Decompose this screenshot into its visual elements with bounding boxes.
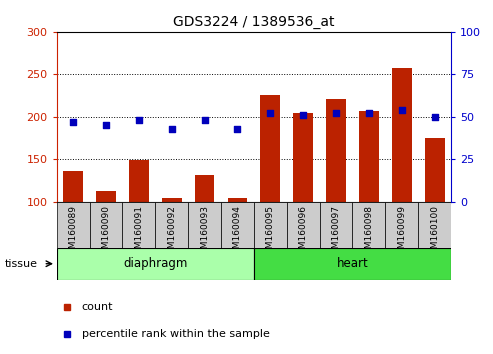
Text: GSM160089: GSM160089 <box>69 205 77 261</box>
Title: GDS3224 / 1389536_at: GDS3224 / 1389536_at <box>173 16 335 29</box>
Point <box>201 118 209 123</box>
Point <box>332 110 340 116</box>
Bar <box>287 202 319 248</box>
Text: GSM160093: GSM160093 <box>200 205 209 261</box>
Text: percentile rank within the sample: percentile rank within the sample <box>82 329 270 339</box>
Text: heart: heart <box>337 257 368 270</box>
Text: GSM160092: GSM160092 <box>167 205 176 260</box>
Bar <box>63 171 83 202</box>
Point <box>168 126 176 132</box>
Bar <box>129 160 149 202</box>
Bar <box>293 113 313 202</box>
Bar <box>188 202 221 248</box>
Bar <box>260 95 280 202</box>
Text: GSM160098: GSM160098 <box>364 205 373 261</box>
Text: GSM160091: GSM160091 <box>135 205 143 261</box>
Bar <box>228 198 247 202</box>
Point <box>234 126 242 132</box>
Text: GSM160095: GSM160095 <box>266 205 275 261</box>
Point <box>266 110 274 116</box>
Bar <box>122 202 155 248</box>
Text: GSM160097: GSM160097 <box>332 205 341 261</box>
Bar <box>155 202 188 248</box>
Bar <box>96 191 116 202</box>
Point <box>299 112 307 118</box>
Bar <box>326 99 346 202</box>
Point <box>135 118 143 123</box>
Text: tissue: tissue <box>5 259 38 269</box>
Bar <box>162 198 181 202</box>
Bar <box>386 202 418 248</box>
Text: GSM160094: GSM160094 <box>233 205 242 260</box>
Bar <box>57 202 90 248</box>
Bar <box>425 138 445 202</box>
Text: GSM160100: GSM160100 <box>430 205 439 261</box>
Bar <box>352 202 386 248</box>
Text: GSM160099: GSM160099 <box>397 205 406 261</box>
Bar <box>254 202 287 248</box>
Point <box>102 122 110 128</box>
Text: GSM160096: GSM160096 <box>299 205 308 261</box>
Text: count: count <box>82 302 113 312</box>
Bar <box>195 176 214 202</box>
Text: GSM160090: GSM160090 <box>102 205 110 261</box>
Bar <box>418 202 451 248</box>
Point <box>69 119 77 125</box>
Text: diaphragm: diaphragm <box>123 257 187 270</box>
Bar <box>254 248 451 280</box>
Bar <box>319 202 352 248</box>
Bar <box>221 202 254 248</box>
Point <box>365 110 373 116</box>
Point <box>431 114 439 120</box>
Bar <box>359 111 379 202</box>
Bar <box>57 248 254 280</box>
Point <box>398 107 406 113</box>
Bar <box>90 202 122 248</box>
Bar <box>392 68 412 202</box>
